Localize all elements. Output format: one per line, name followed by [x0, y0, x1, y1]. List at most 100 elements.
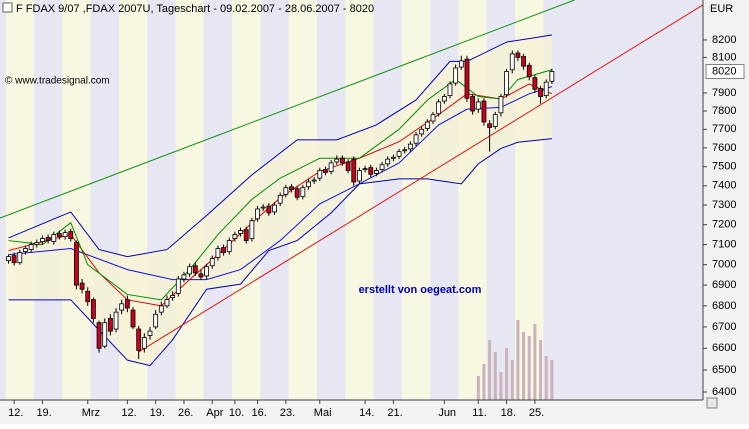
x-tick-label: 26. — [178, 407, 193, 419]
candle-body — [430, 114, 436, 122]
candle-body — [23, 248, 28, 252]
candle-body — [464, 58, 470, 99]
candle-body — [164, 299, 170, 307]
candle-body — [351, 158, 357, 183]
trend-line — [138, 4, 703, 353]
volume-bar — [544, 356, 548, 400]
y-tick-label: 6800 — [712, 300, 736, 312]
x-tick-label: 19. — [36, 407, 51, 419]
x-tick-label: 12. — [8, 407, 23, 419]
volume-bar — [488, 340, 492, 400]
candle-body — [45, 237, 51, 241]
x-tick-label: 18. — [501, 407, 516, 419]
candle-body — [543, 81, 549, 97]
week-stripe — [175, 0, 204, 400]
volume-bar — [539, 340, 543, 400]
candle-body — [509, 53, 515, 71]
x-tick-label: 10. — [229, 407, 244, 419]
y-tick-label: 7900 — [712, 87, 736, 99]
last-price-box — [705, 63, 745, 79]
candle-body — [243, 229, 249, 241]
candle-body — [441, 96, 447, 102]
volume-bar — [550, 360, 554, 400]
candle-body — [498, 96, 504, 114]
candle-body — [130, 309, 136, 328]
x-tick-label: Mrz — [82, 407, 100, 419]
week-stripe — [345, 0, 374, 400]
title-icon — [2, 2, 13, 13]
candle-body — [255, 208, 260, 220]
plot-area — [0, 0, 703, 400]
indicator-line — [8, 138, 552, 367]
candle-body — [453, 67, 459, 84]
volume-bar — [482, 364, 486, 400]
y-axis-label: EUR — [710, 3, 733, 15]
y-tick-label: 6600 — [712, 342, 736, 354]
candle-body — [402, 149, 408, 152]
candle-body — [85, 290, 91, 303]
candle-body — [357, 170, 362, 182]
corner-icon — [706, 397, 718, 409]
last-price-label: 8020 — [712, 65, 736, 77]
candle-body — [283, 187, 289, 195]
candle-body — [6, 256, 11, 262]
y-tick-label: 6700 — [712, 321, 736, 333]
candle-body — [113, 311, 119, 330]
candle-body — [306, 181, 311, 188]
candle-body — [221, 247, 226, 253]
candle-body — [532, 77, 538, 90]
volume-bar — [527, 336, 531, 400]
candle-body — [62, 232, 68, 237]
copyright: © www.tradesignal.com — [5, 76, 110, 87]
week-stripe — [373, 0, 402, 400]
candle-body — [147, 330, 153, 336]
y-tick-label: 6900 — [712, 279, 736, 291]
candle-body — [475, 101, 481, 110]
candle-body — [79, 282, 85, 290]
x-tick-label: 21. — [387, 407, 402, 419]
candle-body — [334, 158, 340, 163]
candle-body — [90, 299, 96, 319]
x-tick-label: 14. — [359, 407, 374, 419]
week-stripe — [401, 0, 431, 400]
candle-body — [385, 158, 391, 165]
candle-body — [40, 238, 45, 242]
candle-body — [107, 318, 113, 332]
y-tick-label: 7100 — [712, 238, 736, 250]
week-stripe — [5, 0, 34, 400]
candle-body — [51, 234, 57, 242]
candle-body — [390, 156, 396, 159]
candle-body — [515, 52, 521, 58]
volume-bar — [505, 348, 509, 400]
candle-body — [119, 303, 125, 311]
y-tick-label: 7700 — [712, 123, 736, 135]
volume-bar — [533, 324, 537, 400]
candle-body — [272, 204, 277, 213]
candle-body — [181, 274, 187, 280]
candle-body — [102, 322, 108, 347]
x-tick-label: 19. — [150, 407, 165, 419]
x-tick-label: 23. — [280, 407, 295, 419]
candle-body — [362, 168, 368, 171]
candle-body — [260, 206, 266, 209]
candle-body — [504, 71, 509, 96]
y-tick-label: 7800 — [712, 105, 736, 117]
candle-body — [447, 83, 453, 97]
candle-body — [521, 56, 526, 67]
candle-body — [215, 248, 221, 259]
y-tick-label: 7000 — [712, 259, 736, 271]
annotation: erstellt von oegeat.com — [359, 284, 482, 296]
candle-body — [34, 242, 40, 245]
candle-body — [192, 265, 198, 274]
x-tick-label: 25. — [529, 407, 544, 419]
candle-body — [96, 322, 102, 349]
chart-title: F FDAX 9/07 ,FDAX 2007U, Tageschart - 09… — [16, 3, 374, 15]
candle-body — [289, 186, 294, 191]
trend-line — [0, 0, 575, 219]
candle-body — [481, 100, 487, 123]
y-tick-label: 6400 — [712, 386, 736, 398]
candle-body — [266, 205, 272, 214]
candle-body — [374, 170, 379, 174]
candle-body — [11, 255, 17, 264]
